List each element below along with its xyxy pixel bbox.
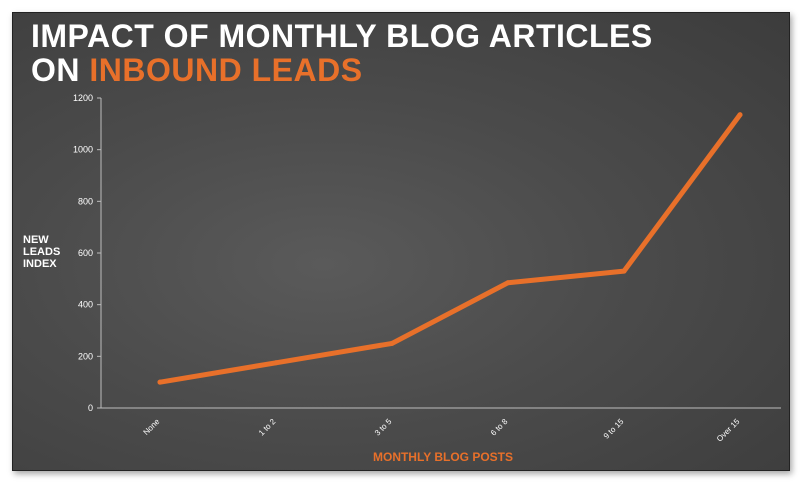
y-axis-label: NEW LEADS INDEX [23,234,60,270]
y-tick-label: 1200 [73,93,93,103]
y-tick-label: 600 [78,248,93,258]
data-point [157,379,163,385]
line-chart: 0 200 400 600 800 1000 1200 None 1 to 2 3 to 5 6 t… [73,93,781,444]
y-tick-label: 0 [88,403,93,413]
y-tick-label: 800 [78,196,93,206]
y-tick-label: 400 [78,300,93,310]
x-tick-label: 1 to 2 [257,417,278,438]
x-tick-label: 6 to 8 [489,417,510,438]
y-tick-label: 1000 [73,145,93,155]
y-axis-label-line: LEADS [23,246,61,258]
y-tick-label: 200 [78,351,93,361]
title-line-1: IMPACT OF MONTHLY BLOG ARTICLES [31,18,653,54]
x-tick-label: 3 to 5 [373,417,394,438]
data-point [505,280,511,286]
title-line-2-prefix: ON [31,52,90,88]
series-line [157,112,743,385]
x-tick-label: Over 15 [715,417,742,444]
chart-frame: IMPACT OF MONTHLY BLOG ARTICLES ON INBOU… [12,12,790,471]
data-point [273,360,279,366]
data-point [389,340,395,346]
x-axis-label: MONTHLY BLOG POSTS [372,450,513,464]
data-point [737,112,743,118]
x-tick-label: 9 to 15 [602,417,626,441]
y-axis-label-line: NEW [23,234,49,246]
chart-title: IMPACT OF MONTHLY BLOG ARTICLES ON INBOU… [31,19,653,87]
y-axis-label-line: INDEX [23,258,57,270]
data-point [621,268,627,274]
title-line-2-accent: INBOUND LEADS [89,52,363,88]
x-tick-label: None [142,417,162,437]
